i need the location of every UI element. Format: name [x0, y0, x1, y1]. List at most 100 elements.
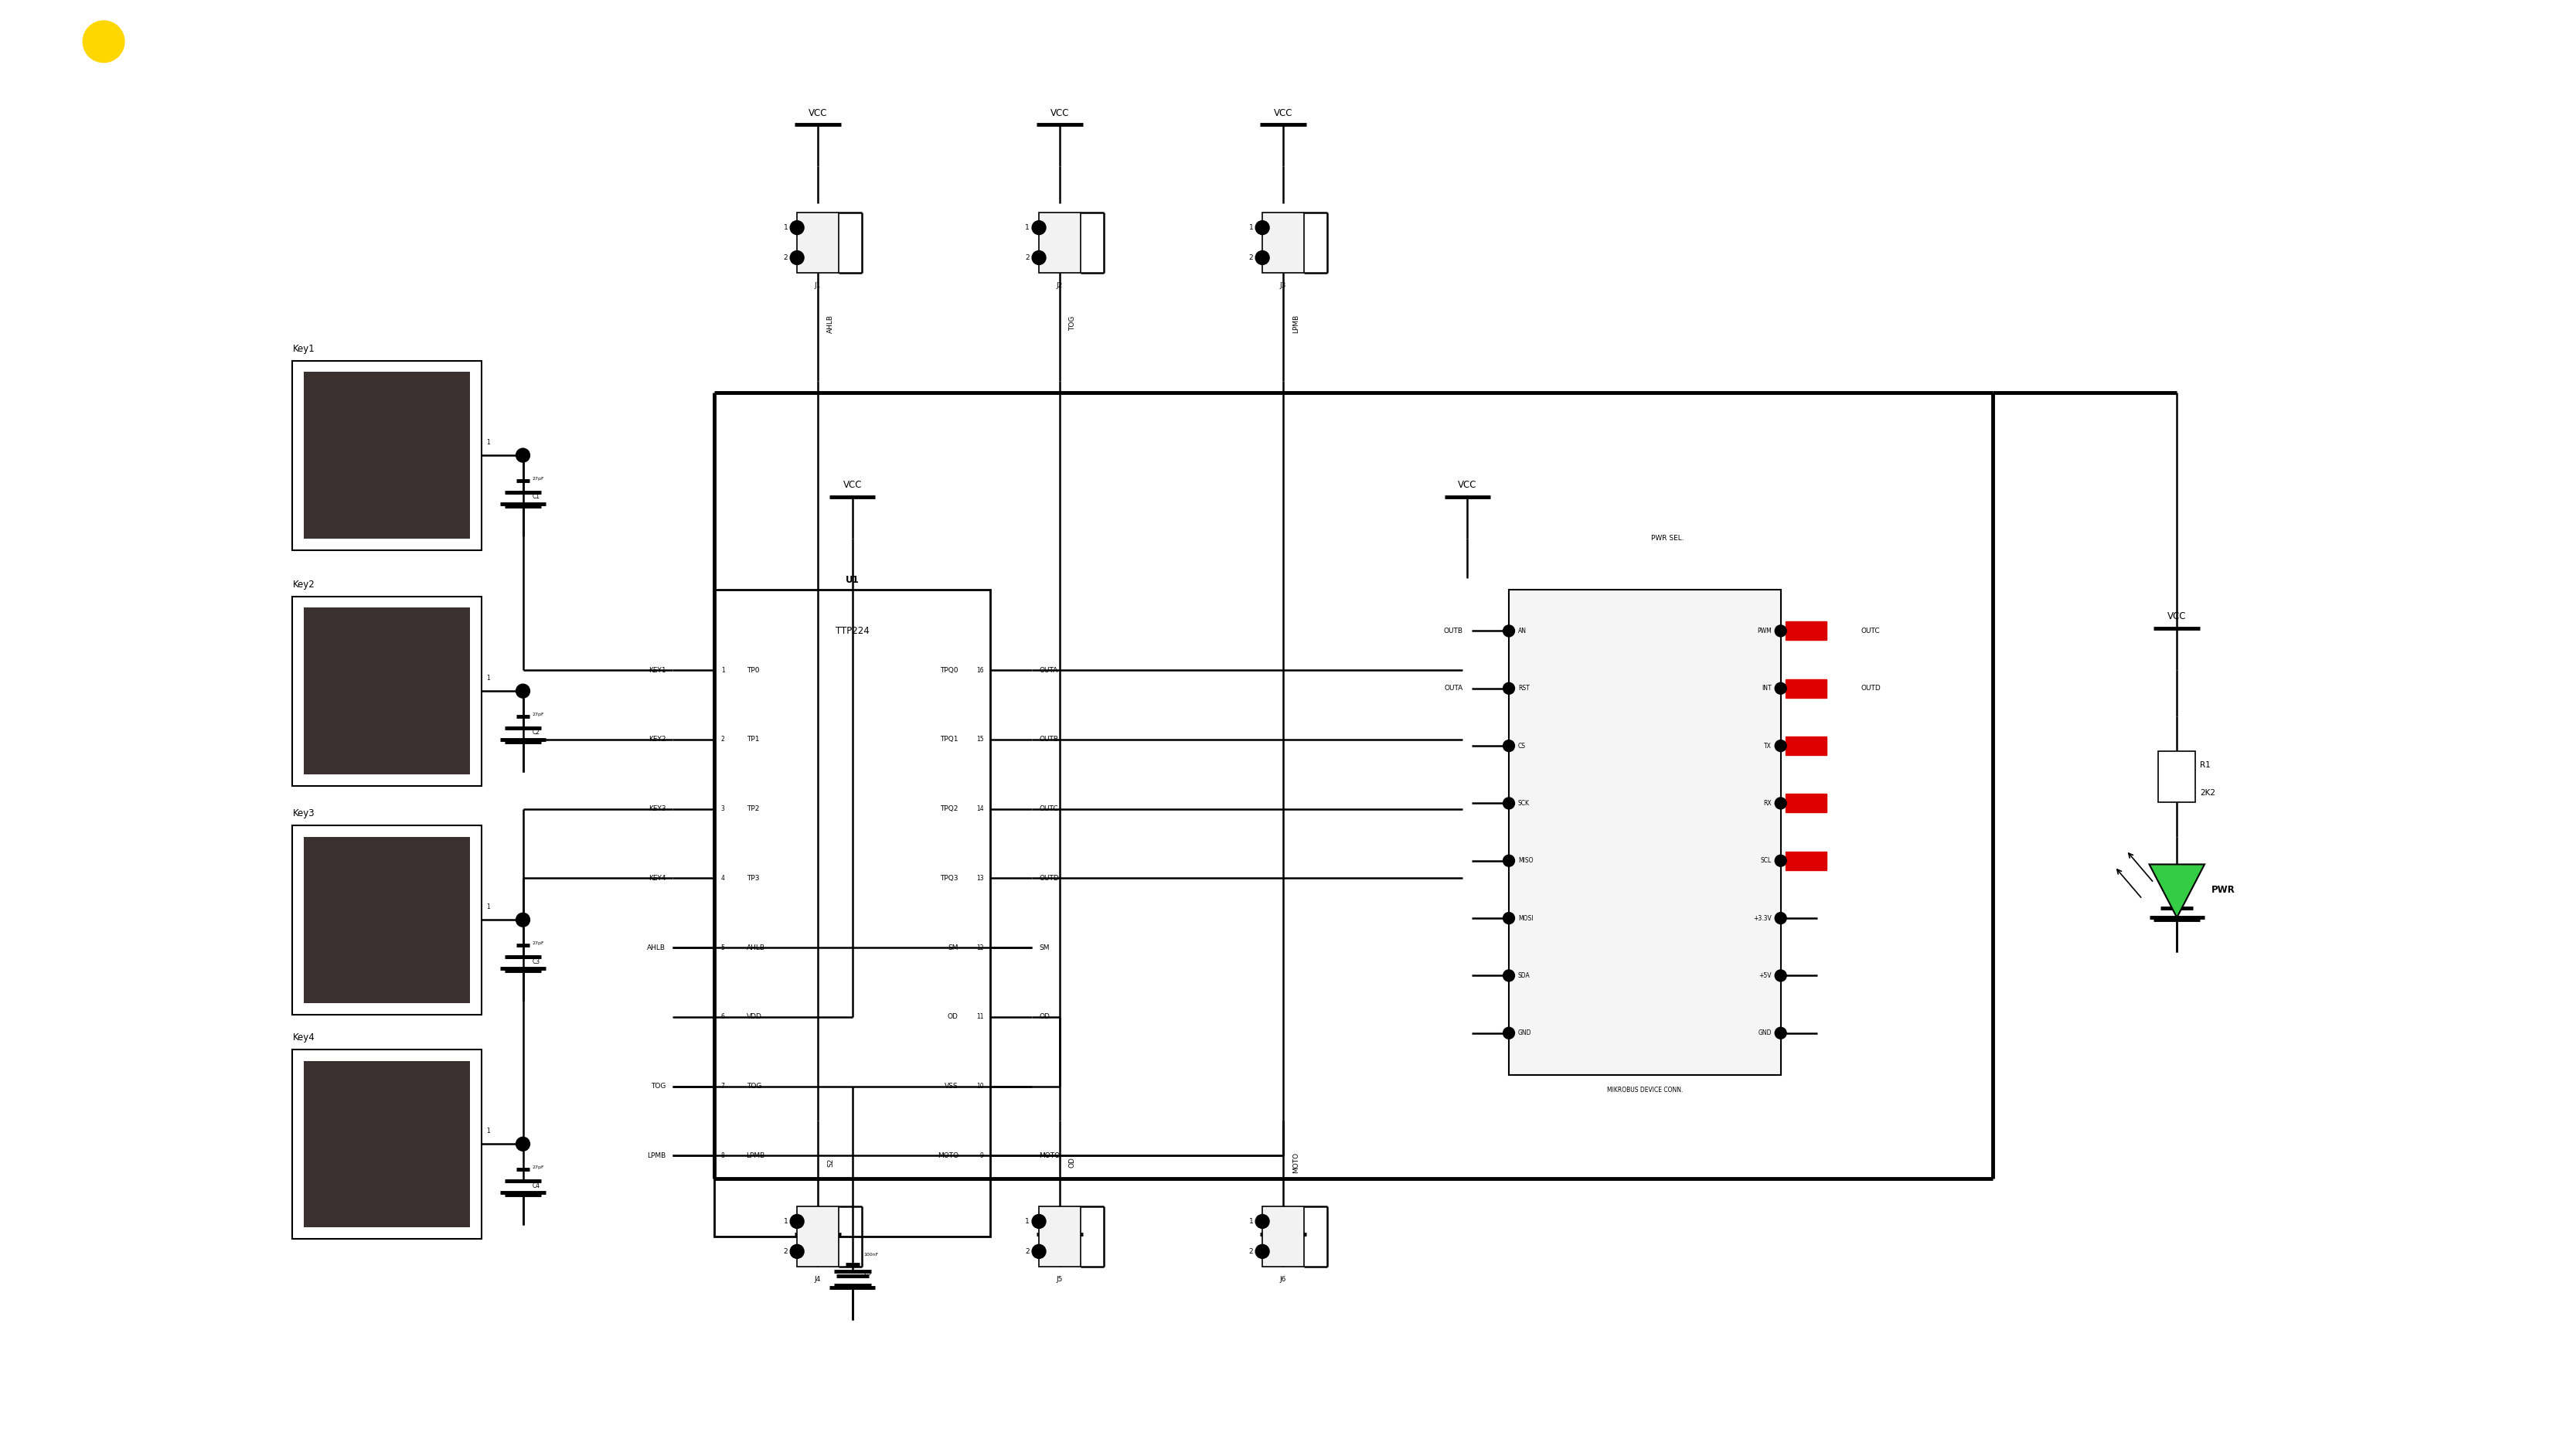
Text: VCC: VCC: [2168, 612, 2186, 622]
Circle shape: [517, 1137, 529, 1150]
Text: OUTC: OUTC: [1861, 628, 1879, 635]
Text: SM: SM: [949, 943, 959, 951]
Text: TP0: TP0: [747, 667, 759, 674]
Text: J3: J3: [1281, 282, 1286, 288]
Text: VDD: VDD: [747, 1013, 762, 1021]
Text: 14: 14: [977, 805, 984, 812]
Bar: [2158, 751, 2196, 802]
Text: SCL: SCL: [1759, 858, 1772, 865]
Text: Key3: Key3: [291, 808, 315, 818]
Text: 2: 2: [782, 255, 788, 261]
Circle shape: [1775, 1028, 1787, 1038]
Text: 2: 2: [782, 1248, 788, 1255]
Text: CS: CS: [1519, 743, 1527, 750]
Text: OD: OD: [949, 1013, 959, 1021]
Circle shape: [1504, 740, 1514, 751]
Text: 9: 9: [979, 1152, 984, 1159]
Text: 12: 12: [977, 943, 984, 951]
Text: TOG: TOG: [1069, 316, 1076, 331]
Text: S2: S2: [826, 1158, 834, 1166]
Text: Key4: Key4: [291, 1032, 315, 1042]
Text: U1: U1: [846, 575, 859, 585]
Text: 2K2: 2K2: [2199, 789, 2214, 796]
Text: MOSI: MOSI: [1519, 914, 1534, 922]
Circle shape: [1504, 798, 1514, 810]
Circle shape: [1504, 970, 1514, 981]
Text: OUTD: OUTD: [1038, 875, 1059, 882]
Circle shape: [1255, 1245, 1268, 1258]
Text: 27pF: 27pF: [532, 476, 545, 480]
Text: OD: OD: [1069, 1158, 1076, 1168]
Text: C4: C4: [532, 1182, 540, 1190]
Text: C3: C3: [532, 958, 540, 965]
Circle shape: [1033, 221, 1046, 234]
Circle shape: [1033, 1214, 1046, 1229]
Bar: [1038, 1207, 1082, 1267]
Text: OUTD: OUTD: [1861, 684, 1882, 692]
Text: PWR: PWR: [2212, 885, 2235, 895]
Text: PWM: PWM: [1757, 628, 1772, 635]
Text: MIKROBUS DEVICE CONN.: MIKROBUS DEVICE CONN.: [1606, 1086, 1683, 1093]
Text: 27pF: 27pF: [532, 1165, 545, 1169]
Text: OUTA: OUTA: [1038, 667, 1059, 674]
Text: Key2: Key2: [291, 579, 315, 590]
Text: TP3: TP3: [747, 875, 759, 882]
Text: SDA: SDA: [1519, 973, 1529, 978]
Text: J6: J6: [1281, 1275, 1286, 1283]
Text: 1: 1: [486, 904, 491, 910]
Text: MOTO: MOTO: [1291, 1152, 1299, 1174]
Text: VCC: VCC: [1457, 480, 1478, 491]
Bar: [1785, 678, 1826, 697]
Circle shape: [1033, 250, 1046, 265]
Polygon shape: [2150, 865, 2204, 917]
Text: LPMB: LPMB: [647, 1152, 665, 1159]
Bar: [291, 597, 481, 786]
Circle shape: [517, 684, 529, 697]
Circle shape: [1775, 625, 1787, 636]
Text: 1: 1: [1248, 1219, 1253, 1224]
Text: VCC: VCC: [1051, 108, 1069, 118]
Text: OUTB: OUTB: [1038, 737, 1059, 743]
Bar: [304, 1061, 470, 1227]
Circle shape: [1504, 683, 1514, 695]
Bar: [1509, 590, 1780, 1075]
Circle shape: [82, 20, 125, 63]
Circle shape: [790, 221, 803, 234]
Bar: [1263, 213, 1304, 272]
Text: TPQ0: TPQ0: [941, 667, 959, 674]
Text: 10: 10: [977, 1083, 984, 1089]
Text: TTP224: TTP224: [836, 626, 869, 636]
Text: AHLB: AHLB: [747, 943, 765, 951]
Text: 5: 5: [721, 943, 724, 951]
Bar: [291, 826, 481, 1015]
Circle shape: [1775, 740, 1787, 751]
Text: 1: 1: [1248, 224, 1253, 232]
Text: 2: 2: [1025, 1248, 1030, 1255]
Text: INT: INT: [1762, 684, 1772, 692]
Text: KEY1: KEY1: [649, 667, 665, 674]
Bar: [1785, 622, 1826, 641]
Text: 11: 11: [977, 1013, 984, 1021]
Text: SCK: SCK: [1519, 799, 1529, 807]
Text: OUTC: OUTC: [1038, 805, 1059, 812]
Text: 2: 2: [1248, 1248, 1253, 1255]
Text: SM: SM: [1038, 943, 1048, 951]
Circle shape: [1504, 1028, 1514, 1038]
Bar: [304, 607, 470, 775]
Bar: [1038, 213, 1082, 272]
Text: 6: 6: [721, 1013, 724, 1021]
Text: C1: C1: [532, 494, 540, 501]
Text: 13: 13: [977, 875, 984, 882]
Text: RST: RST: [1519, 684, 1529, 692]
Text: AN: AN: [1519, 628, 1527, 635]
Text: 16: 16: [977, 667, 984, 674]
Bar: [1785, 794, 1826, 812]
Bar: [291, 1050, 481, 1239]
Circle shape: [1255, 221, 1268, 234]
Text: LPMB: LPMB: [1291, 314, 1299, 333]
Text: GND: GND: [1519, 1029, 1532, 1037]
Text: 1: 1: [721, 667, 724, 674]
Text: LPMB: LPMB: [747, 1152, 765, 1159]
Text: AHLB: AHLB: [647, 943, 665, 951]
Text: TPQ3: TPQ3: [941, 875, 959, 882]
